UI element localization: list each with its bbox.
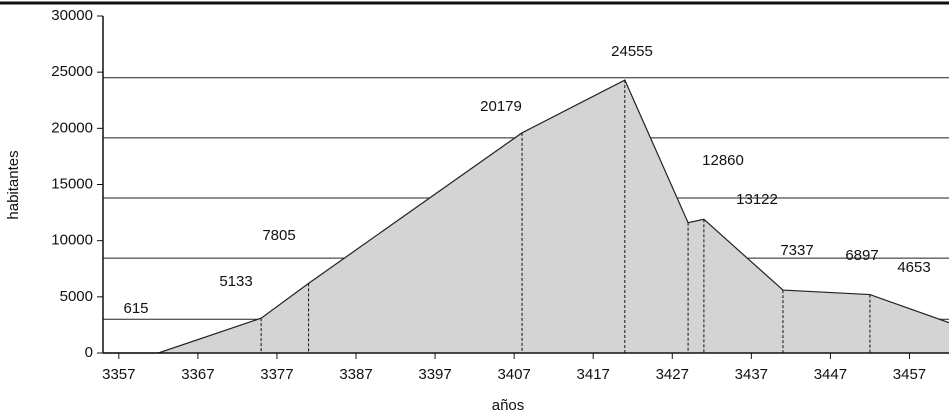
x-tick-label: 3447 — [814, 366, 847, 383]
annotation: 4653 — [897, 259, 930, 276]
x-tick-label: 3397 — [418, 366, 451, 383]
annotation: 13122 — [736, 191, 778, 208]
x-tick-label: 3427 — [656, 366, 689, 383]
annotation: 20179 — [480, 98, 522, 115]
x-tick-label: 3407 — [497, 366, 530, 383]
annotation: 24555 — [611, 43, 653, 60]
y-tick-label: 10000 — [51, 232, 93, 249]
x-tick-label: 3367 — [181, 366, 214, 383]
annotation: 6897 — [845, 247, 878, 264]
y-tick-label: 25000 — [51, 63, 93, 80]
y-tick-label: 15000 — [51, 175, 93, 192]
y-tick-label: 30000 — [51, 7, 93, 24]
annotation: 7805 — [262, 227, 295, 244]
y-tick-label: 20000 — [51, 119, 93, 136]
area-fill — [103, 80, 949, 353]
x-tick-label: 3387 — [339, 366, 372, 383]
annotation: 12860 — [702, 152, 744, 169]
x-tick-label: 3457 — [893, 366, 926, 383]
y-axis-label: habitantes — [5, 150, 22, 219]
x-tick-label: 3377 — [260, 366, 293, 383]
x-axis-label: años — [492, 397, 525, 414]
annotation: 5133 — [219, 273, 252, 290]
annotation: 615 — [123, 300, 148, 317]
y-tick-label: 5000 — [60, 288, 93, 305]
x-tick-label: 3417 — [577, 366, 610, 383]
annotation: 7337 — [780, 242, 813, 259]
y-tick-label: 0 — [85, 344, 93, 361]
x-tick-label: 3437 — [735, 366, 768, 383]
x-tick-label: 3357 — [102, 366, 135, 383]
